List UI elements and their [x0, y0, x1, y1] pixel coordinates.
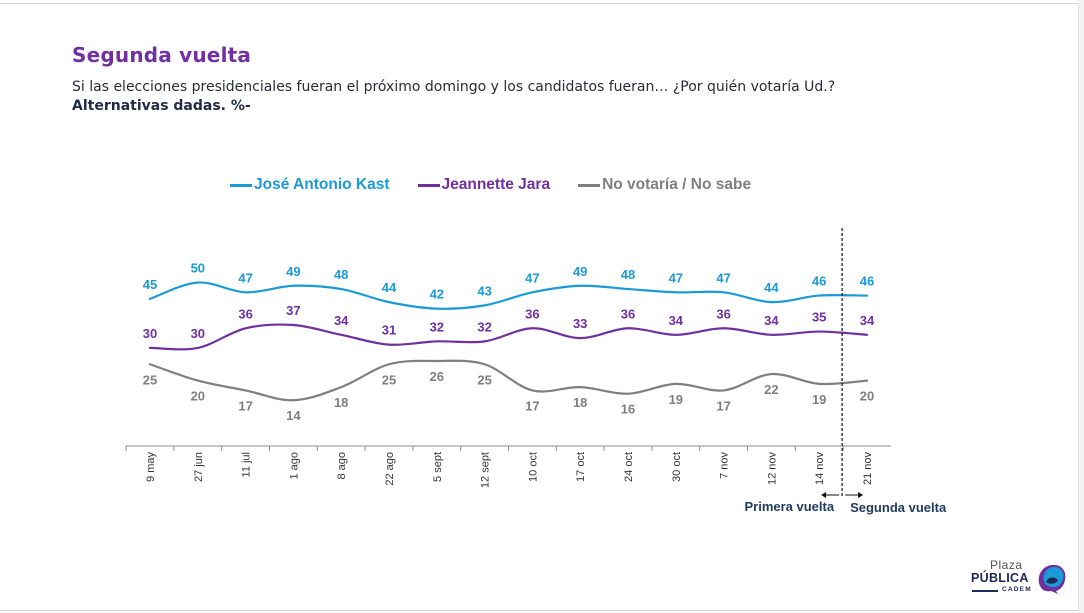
data-label-no_vota: 26: [430, 369, 444, 384]
data-label-kast: 49: [573, 264, 587, 279]
x-tick-label: 7 nov: [719, 452, 731, 479]
data-label-jara: 36: [621, 306, 635, 321]
data-label-kast: 43: [477, 283, 491, 298]
data-label-jara: 36: [238, 306, 252, 321]
slide-frame: [0, 3, 1079, 611]
data-label-no_vota: 17: [525, 398, 539, 413]
annotation-segunda-vuelta: Segunda vuelta: [850, 500, 947, 515]
data-label-jara: 37: [286, 303, 300, 318]
x-tick-label: 8 ago: [336, 452, 348, 480]
data-label-jara: 36: [716, 306, 730, 321]
legend-swatch-jara: [417, 183, 440, 187]
legend-swatch-no-vota: [578, 183, 601, 187]
x-tick-label: 12 sept: [480, 452, 492, 488]
x-tick-label: 21 nov: [862, 452, 874, 486]
data-label-no_vota: 20: [860, 389, 874, 404]
logo-text-publica: PÚBLICA: [971, 571, 1029, 585]
x-tick-label: 14 nov: [814, 452, 826, 486]
data-label-no_vota: 14: [286, 408, 301, 423]
data-label-no_vota: 19: [812, 392, 826, 407]
data-label-no_vota: 18: [573, 395, 587, 410]
arrow-left-head-icon: [821, 492, 827, 498]
data-label-kast: 42: [430, 287, 444, 302]
data-label-no_vota: 19: [669, 392, 683, 407]
data-label-no_vota: 25: [143, 372, 157, 387]
legend-label-jara: Jeannette Jara: [441, 176, 551, 193]
data-label-kast: 47: [238, 270, 252, 285]
question-note: Alternativas dadas. %-: [72, 98, 251, 114]
series-line-kast: [148, 281, 869, 310]
data-label-no_vota: 17: [238, 398, 252, 413]
data-label-kast: 47: [716, 270, 730, 285]
legend-item-kast: José Antonio Kast: [230, 176, 390, 194]
x-tick-label: 12 nov: [766, 452, 778, 486]
data-label-jara: 34: [334, 313, 349, 328]
logo-text-plaza: Plaza: [990, 558, 1023, 572]
data-label-no_vota: 20: [191, 389, 205, 404]
data-label-jara: 32: [477, 319, 491, 334]
data-label-kast: 46: [812, 274, 826, 289]
x-tick-label: 22 ago: [384, 452, 396, 486]
series-line-jara: [148, 323, 869, 351]
data-label-kast: 48: [621, 267, 635, 282]
data-label-kast: 48: [334, 267, 348, 282]
data-label-no_vota: 18: [334, 395, 348, 410]
x-tick-labels: 9 may 27 jun 11 jul 1 ago 8 ago 22 ago 5 sept 1…: [145, 452, 874, 489]
annotation-primera-vuelta: Primera vuelta: [744, 499, 834, 514]
data-label-jara: 34: [669, 313, 684, 328]
data-label-jara: 30: [191, 326, 205, 341]
data-label-jara: 31: [382, 323, 396, 338]
data-label-no_vota: 22: [764, 382, 778, 397]
data-label-jara: 30: [143, 326, 157, 341]
data-label-no_vota: 17: [716, 398, 730, 413]
series-line-no_vota: [148, 359, 869, 402]
data-label-no_vota: 25: [382, 372, 396, 387]
legend-label-no-vota: No votaría / No sabe: [602, 176, 752, 193]
data-label-jara: 32: [430, 319, 444, 334]
legend-item-jara: Jeannette Jara: [417, 176, 551, 194]
x-tick-label: 5 sept: [432, 452, 444, 482]
round-annotation: Primera vuelta Segunda vuelta: [744, 228, 947, 515]
data-label-jara: 36: [525, 306, 539, 321]
data-label-kast: 46: [860, 274, 874, 289]
x-tick-label: 11 jul: [241, 452, 253, 477]
logo-mark-icon: [1038, 564, 1066, 594]
page-title: Segunda vuelta: [72, 43, 252, 67]
chart-legend: José Antonio Kast Jeannette Jara No vota…: [230, 176, 751, 194]
data-label-jara: 34: [860, 313, 875, 328]
data-label-kast: 47: [669, 270, 683, 285]
data-label-kast: 44: [382, 280, 397, 295]
arrow-right-head-icon: [858, 492, 864, 498]
data-label-no_vota: 16: [621, 402, 635, 417]
data-label-kast: 44: [764, 280, 779, 295]
data-label-kast: 45: [143, 277, 157, 292]
x-tick-label: 10 oct: [527, 452, 539, 482]
data-label-jara: 33: [573, 316, 587, 331]
data-label-kast: 47: [525, 270, 539, 285]
x-tick-label: 1 ago: [288, 452, 300, 480]
data-label-jara: 34: [764, 313, 779, 328]
plaza-publica-cadem-logo: Plaza PÚBLICA CADEM: [968, 558, 1068, 598]
data-label-jara: 35: [812, 310, 826, 325]
series-lines: [148, 281, 869, 402]
data-label-no_vota: 25: [477, 372, 491, 387]
scrollbar-strip: [1079, 0, 1084, 613]
legend-item-no-vota: No votaría / No sabe: [578, 176, 751, 194]
x-tick-label: 24 oct: [623, 452, 635, 482]
x-tick-label: 30 oct: [671, 452, 683, 482]
data-labels: 45 50 47 49 48 44 42 43 47 49 48 47 47 44 46 46 30 30 36 37…: [143, 261, 875, 424]
data-label-kast: 50: [191, 261, 205, 276]
x-axis: [125, 445, 891, 451]
logo-rule: [972, 590, 998, 592]
x-tick-label: 9 may: [145, 452, 157, 482]
question-text: Si las elecciones presidenciales fueran …: [72, 79, 836, 95]
x-tick-label: 27 jun: [193, 452, 205, 482]
legend-label-kast: José Antonio Kast: [254, 176, 390, 193]
x-tick-label: 17 oct: [575, 452, 587, 482]
legend-swatch-kast: [230, 183, 252, 187]
logo-text-cadem: CADEM: [1002, 586, 1032, 593]
data-label-kast: 49: [286, 264, 300, 279]
